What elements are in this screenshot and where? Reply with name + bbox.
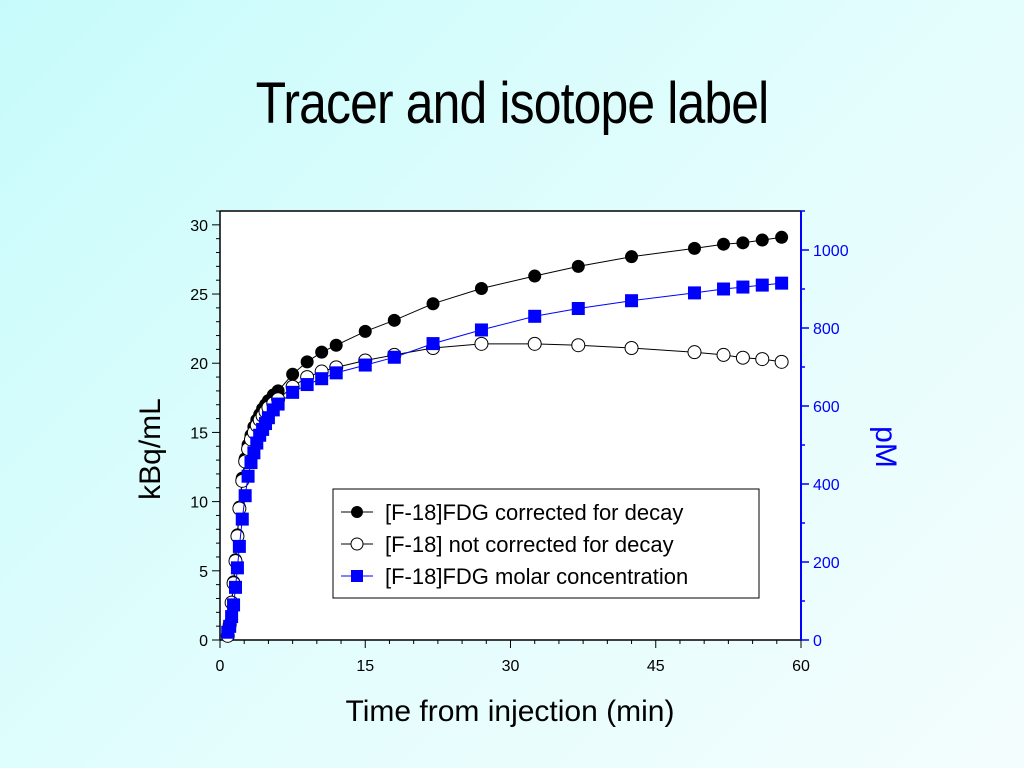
- series-3-point: [238, 489, 252, 503]
- series-3-point: [286, 385, 300, 399]
- series-2-point: [571, 338, 586, 353]
- slide-title: Tracer and isotope label: [255, 71, 770, 136]
- series-3-point: [687, 286, 701, 300]
- legend-label: [F-18]FDG corrected for decay: [385, 500, 683, 525]
- left-tick-label: 15: [190, 425, 208, 442]
- legend-label: [F-18]FDG molar concentration: [385, 564, 688, 589]
- y-axis-label: kBq/mL: [134, 398, 167, 500]
- series-3-point: [717, 282, 731, 296]
- left-tick-label: 20: [190, 356, 208, 373]
- series-1-point: [474, 281, 488, 295]
- series-3-point: [227, 598, 241, 612]
- x-axis: 0 15 30 45 60: [216, 640, 810, 675]
- x-tick-label: 15: [356, 658, 374, 675]
- series-1-point: [717, 237, 731, 251]
- series-1-point: [387, 313, 401, 327]
- series-3-point: [230, 561, 244, 575]
- legend-marker: [351, 506, 363, 518]
- legend-label: [F-18] not corrected for decay: [385, 532, 674, 557]
- legend: [F-18]FDG corrected for decay [F-18] not …: [332, 488, 760, 599]
- series-3-point: [235, 512, 249, 526]
- series-1-point: [775, 230, 789, 244]
- series-1-point: [687, 241, 701, 255]
- series-3-point: [426, 337, 440, 351]
- series-2-point: [774, 354, 789, 369]
- series-3-point: [528, 309, 542, 323]
- right-tick-label: 0: [813, 633, 822, 650]
- series-2-point: [624, 341, 639, 356]
- series-3-point: [775, 276, 789, 290]
- series-3-point: [271, 397, 285, 411]
- series-2-point: [474, 336, 489, 351]
- series-1-point: [286, 367, 300, 381]
- right-tick-label: 200: [813, 555, 840, 572]
- legend-marker: [351, 570, 363, 582]
- x-axis-label: Time from injection (min): [346, 695, 675, 728]
- x-tick-label: 60: [792, 658, 810, 675]
- series-3-point: [625, 294, 639, 308]
- right-axis: 0 200 400 600 800 1000: [800, 210, 849, 650]
- series-1-point: [625, 250, 639, 264]
- series-1-point: [315, 345, 329, 359]
- y2-axis-label: pM: [869, 426, 902, 468]
- series-1-point: [300, 355, 314, 369]
- legend-box: [332, 488, 760, 599]
- left-tick-label: 5: [199, 564, 208, 581]
- series-3-point: [736, 280, 750, 294]
- series-layer: [220, 230, 789, 643]
- series-3-point: [228, 580, 242, 594]
- series-3-point: [387, 350, 401, 364]
- series-3-point: [300, 378, 314, 392]
- series-1-point: [755, 233, 769, 247]
- right-tick-label: 1000: [813, 243, 849, 260]
- left-tick-label: 10: [190, 495, 208, 512]
- right-tick-label: 800: [813, 321, 840, 338]
- x-tick-label: 0: [216, 658, 225, 675]
- series-2-point: [687, 345, 702, 360]
- series-3-point: [358, 358, 372, 372]
- series-3: [221, 276, 789, 639]
- series-1-point: [571, 259, 585, 273]
- series-1-point: [736, 236, 750, 250]
- left-tick-label: 0: [199, 633, 208, 650]
- series-2-point: [527, 336, 542, 351]
- left-tick-label: 25: [190, 287, 208, 304]
- series-2-point: [735, 350, 750, 365]
- series-3-point: [232, 539, 246, 553]
- x-tick-label: 45: [647, 658, 665, 675]
- left-axis: 0 5 10 15 20 25 30: [190, 210, 220, 650]
- right-tick-label: 400: [813, 477, 840, 494]
- series-3-point: [241, 469, 255, 483]
- series-3-point: [329, 366, 343, 380]
- left-tick-label: 30: [190, 218, 208, 235]
- series-3-point: [315, 372, 329, 386]
- right-tick-label: 600: [813, 399, 840, 416]
- series-3-point: [571, 302, 585, 315]
- series-1-point: [358, 324, 372, 338]
- series-3-point: [225, 610, 239, 624]
- legend-marker: [350, 537, 364, 551]
- x-tick-label: 30: [502, 658, 520, 675]
- series-1-point: [329, 338, 343, 352]
- series-2-point: [755, 352, 770, 367]
- series-1-point: [426, 297, 440, 311]
- series-2-point: [716, 347, 731, 362]
- series-3-point: [474, 323, 488, 337]
- series-3-point: [755, 278, 769, 292]
- series-1-point: [528, 269, 542, 283]
